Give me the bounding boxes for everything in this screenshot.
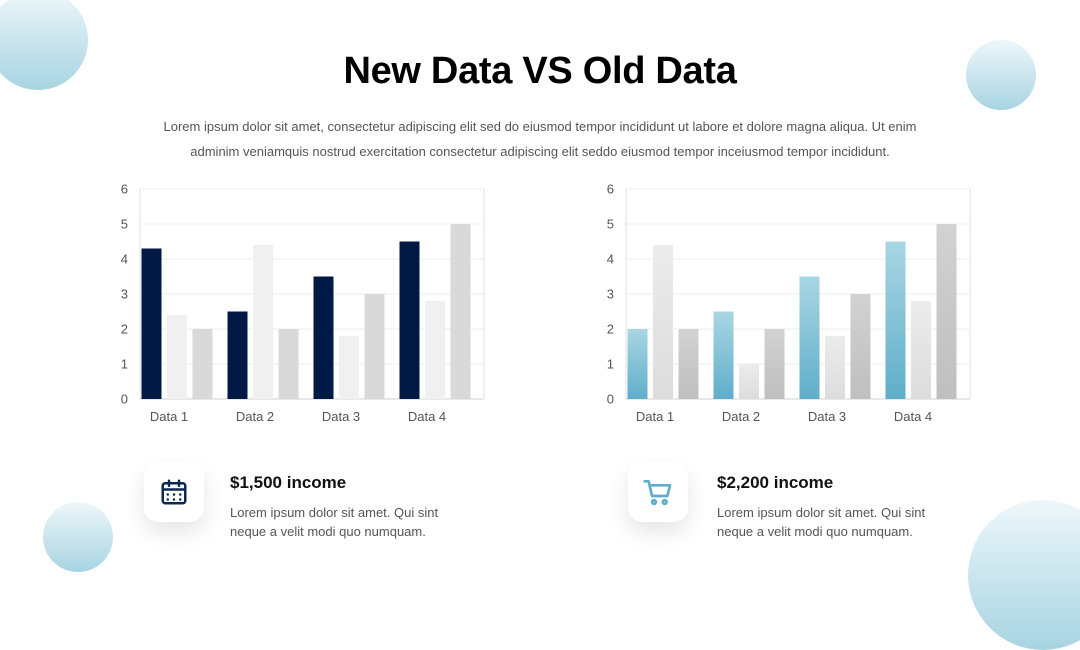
- x-tick-label: Data 4: [408, 409, 446, 424]
- y-tick-label: 3: [121, 287, 128, 302]
- bar: [313, 276, 334, 399]
- bar: [850, 294, 871, 399]
- y-tick-label: 0: [121, 392, 128, 407]
- bar: [764, 329, 785, 399]
- x-tick-label: Data 2: [236, 409, 274, 424]
- bar: [825, 336, 845, 399]
- x-tick-label: Data 3: [808, 409, 846, 424]
- y-tick-label: 2: [121, 322, 128, 337]
- page-title: New Data VS Old Data: [343, 50, 737, 92]
- bar: [799, 276, 820, 399]
- bar: [450, 224, 471, 399]
- bar: [339, 336, 359, 399]
- page-subtitle: Lorem ipsum dolor sit amet, consectetur …: [163, 119, 917, 159]
- bar: [167, 315, 187, 399]
- bar: [678, 329, 699, 399]
- bar: [192, 329, 213, 399]
- y-tick-label: 3: [607, 287, 614, 302]
- bar: [713, 311, 734, 399]
- bar: [425, 301, 445, 399]
- shopping-cart-icon-tile: [628, 462, 688, 522]
- bar: [911, 301, 931, 399]
- bar: [253, 245, 273, 399]
- bar: [885, 241, 906, 399]
- bar: [739, 364, 759, 399]
- bar: [627, 329, 648, 399]
- bar: [399, 241, 420, 399]
- bar: [653, 245, 673, 399]
- x-tick-label: Data 2: [722, 409, 760, 424]
- y-tick-label: 5: [121, 217, 128, 232]
- y-tick-label: 1: [607, 357, 614, 372]
- card-income-text-2: Lorem ipsum dolor sit amet. Qui sint neq…: [717, 505, 926, 539]
- calendar-icon-tile: [144, 462, 204, 522]
- bar-chart-old-data: 0 1 2 3 4 5 6 Data 1 Data 2 Data 3 Data 4: [607, 182, 971, 424]
- bar: [141, 248, 162, 399]
- bar: [936, 224, 957, 399]
- shopping-cart-icon: [643, 480, 672, 506]
- y-tick-label: 6: [607, 182, 614, 197]
- y-tick-label: 6: [121, 182, 128, 197]
- decorative-circle-bottom-left: [43, 502, 113, 572]
- bar: [364, 294, 385, 399]
- y-tick-label: 4: [121, 252, 128, 267]
- x-tick-label: Data 4: [894, 409, 932, 424]
- y-tick-label: 4: [607, 252, 614, 267]
- y-tick-label: 2: [607, 322, 614, 337]
- bar: [227, 311, 248, 399]
- card-income-title-1: $1,500 income: [230, 473, 347, 492]
- y-tick-label: 1: [121, 357, 128, 372]
- card-income-title-2: $2,200 income: [717, 473, 834, 492]
- decorative-circle-top-right: [966, 40, 1036, 110]
- y-tick-label: 0: [607, 392, 614, 407]
- bar: [278, 329, 299, 399]
- bar-chart-new-data: 0 1 2 3 4 5 6 Data 1 Data 2 Data 3 Data 4: [121, 182, 485, 424]
- decorative-circle-top-left: [0, 0, 88, 90]
- x-tick-label: Data 1: [636, 409, 674, 424]
- y-tick-label: 5: [607, 217, 614, 232]
- x-tick-label: Data 1: [150, 409, 188, 424]
- decorative-circle-bottom-right: [968, 500, 1080, 650]
- x-tick-label: Data 3: [322, 409, 360, 424]
- card-income-text-1: Lorem ipsum dolor sit amet. Qui sint neq…: [230, 505, 439, 539]
- calendar-icon: [161, 479, 187, 505]
